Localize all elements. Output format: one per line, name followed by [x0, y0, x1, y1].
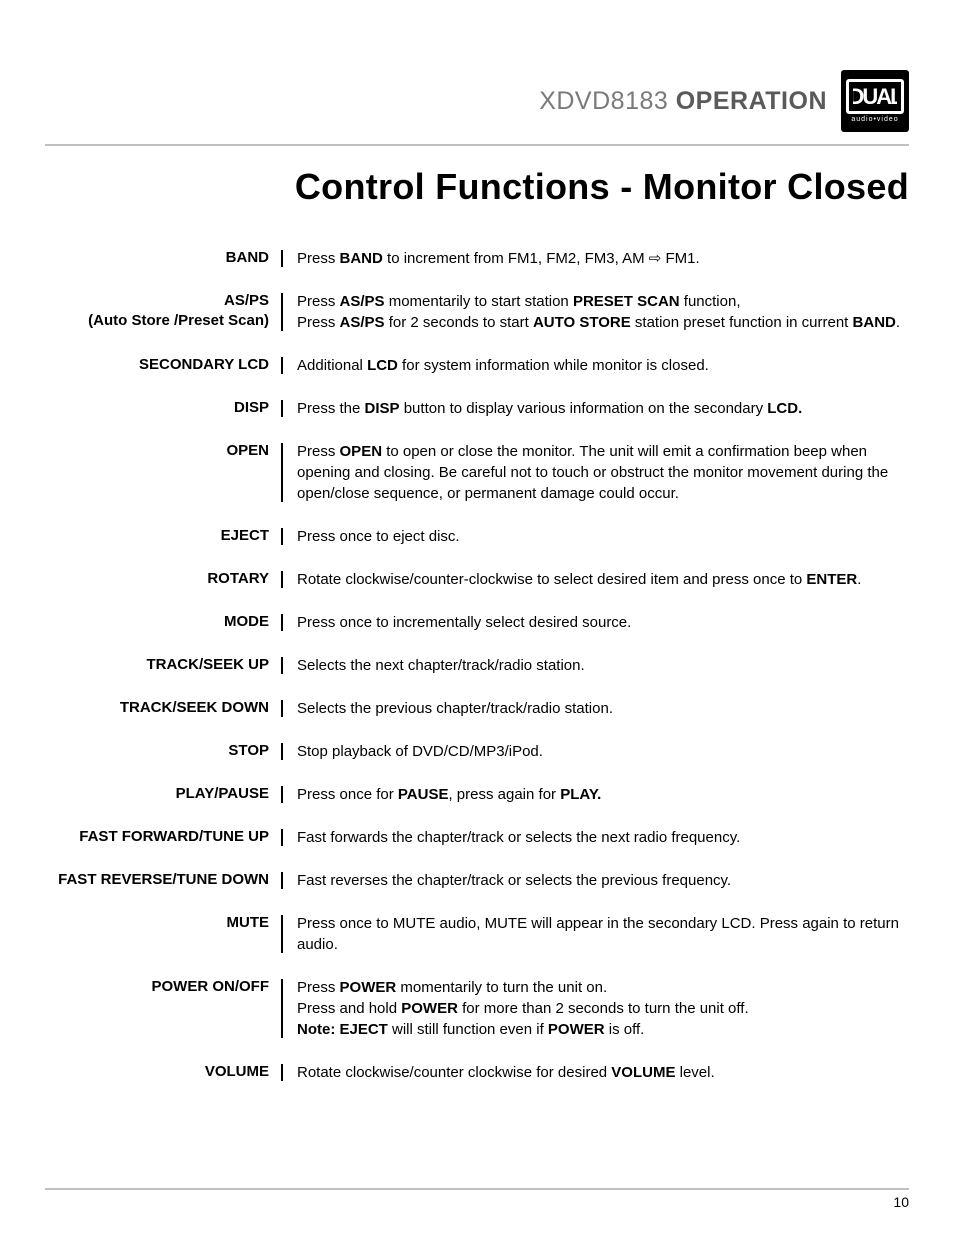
term-label: SECONDARY LCD: [45, 355, 281, 376]
header-rule: [45, 144, 909, 146]
page-number: 10: [893, 1194, 909, 1210]
definition-row: DISPPress the DISP button to display var…: [45, 398, 909, 419]
term-label: PLAY/PAUSE: [45, 784, 281, 805]
term-label: TRACK/SEEK DOWN: [45, 698, 281, 719]
definition-row: BANDPress BAND to increment from FM1, FM…: [45, 248, 909, 269]
term-description: Press the DISP button to display various…: [283, 398, 909, 419]
definition-list: BANDPress BAND to increment from FM1, FM…: [45, 248, 909, 1105]
term-description: Fast forwards the chapter/track or selec…: [283, 827, 909, 848]
definition-row: EJECTPress once to eject disc.: [45, 526, 909, 547]
brand-logo: DUAL audio•video: [841, 70, 909, 132]
term-label: TRACK/SEEK UP: [45, 655, 281, 676]
definition-row: FAST FORWARD/TUNE UPFast forwards the ch…: [45, 827, 909, 848]
term-description: Press once to MUTE audio, MUTE will appe…: [283, 913, 909, 955]
term-description: Press OPEN to open or close the monitor.…: [283, 441, 909, 504]
definition-row: SECONDARY LCDAdditional LCD for system i…: [45, 355, 909, 376]
content-area: BANDPress BAND to increment from FM1, FM…: [45, 248, 909, 1105]
term-description: Press BAND to increment from FM1, FM2, F…: [283, 248, 909, 269]
term-description: Fast reverses the chapter/track or selec…: [283, 870, 909, 891]
model-number: XDVD8183: [539, 87, 668, 115]
definition-row: POWER ON/OFFPress POWER momentarily to t…: [45, 977, 909, 1040]
term-label: OPEN: [45, 441, 281, 504]
term-description: Stop playback of DVD/CD/MP3/iPod.: [283, 741, 909, 762]
term-label: DISP: [45, 398, 281, 419]
term-label: MUTE: [45, 913, 281, 955]
page-header: XDVD8183 OPERATION DUAL audio•video: [45, 70, 909, 132]
term-description: Rotate clockwise/counter clockwise for d…: [283, 1062, 909, 1083]
definition-row: MUTEPress once to MUTE audio, MUTE will …: [45, 913, 909, 955]
footer-rule: [45, 1188, 909, 1190]
footer: 10: [893, 1194, 909, 1210]
definition-row: AS/PS(Auto Store /Preset Scan)Press AS/P…: [45, 291, 909, 333]
definition-row: OPENPress OPEN to open or close the moni…: [45, 441, 909, 504]
term-label: VOLUME: [45, 1062, 281, 1083]
definition-row: ROTARYRotate clockwise/counter-clockwise…: [45, 569, 909, 590]
definition-row: STOPStop playback of DVD/CD/MP3/iPod.: [45, 741, 909, 762]
term-description: Press once to incrementally select desir…: [283, 612, 909, 633]
header-text: XDVD8183 OPERATION: [539, 87, 827, 116]
term-description: Press once for PAUSE, press again for PL…: [283, 784, 909, 805]
term-description: Press once to eject disc.: [283, 526, 909, 547]
term-label: MODE: [45, 612, 281, 633]
definition-row: VOLUMERotate clockwise/counter clockwise…: [45, 1062, 909, 1083]
term-description: Selects the next chapter/track/radio sta…: [283, 655, 909, 676]
term-description: Rotate clockwise/counter-clockwise to se…: [283, 569, 909, 590]
term-description: Press AS/PS momentarily to start station…: [283, 291, 909, 333]
section-name: OPERATION: [676, 87, 827, 115]
definition-row: FAST REVERSE/TUNE DOWNFast reverses the …: [45, 870, 909, 891]
term-label: POWER ON/OFF: [45, 977, 281, 1040]
term-label: AS/PS(Auto Store /Preset Scan): [45, 291, 281, 333]
logo-subtext: audio•video: [851, 116, 898, 123]
term-label: STOP: [45, 741, 281, 762]
logo-mark: DUAL: [846, 79, 904, 114]
svg-text:DUAL: DUAL: [853, 84, 897, 108]
definition-row: PLAY/PAUSEPress once for PAUSE, press ag…: [45, 784, 909, 805]
term-label: FAST REVERSE/TUNE DOWN: [45, 870, 281, 891]
term-label: ROTARY: [45, 569, 281, 590]
definition-row: MODEPress once to incrementally select d…: [45, 612, 909, 633]
term-label: EJECT: [45, 526, 281, 547]
term-label: BAND: [45, 248, 281, 269]
definition-row: TRACK/SEEK DOWNSelects the previous chap…: [45, 698, 909, 719]
page-title: Control Functions - Monitor Closed: [45, 166, 909, 208]
term-description: Additional LCD for system information wh…: [283, 355, 909, 376]
term-description: Selects the previous chapter/track/radio…: [283, 698, 909, 719]
definition-row: TRACK/SEEK UPSelects the next chapter/tr…: [45, 655, 909, 676]
term-label: FAST FORWARD/TUNE UP: [45, 827, 281, 848]
term-description: Press POWER momentarily to turn the unit…: [283, 977, 909, 1040]
